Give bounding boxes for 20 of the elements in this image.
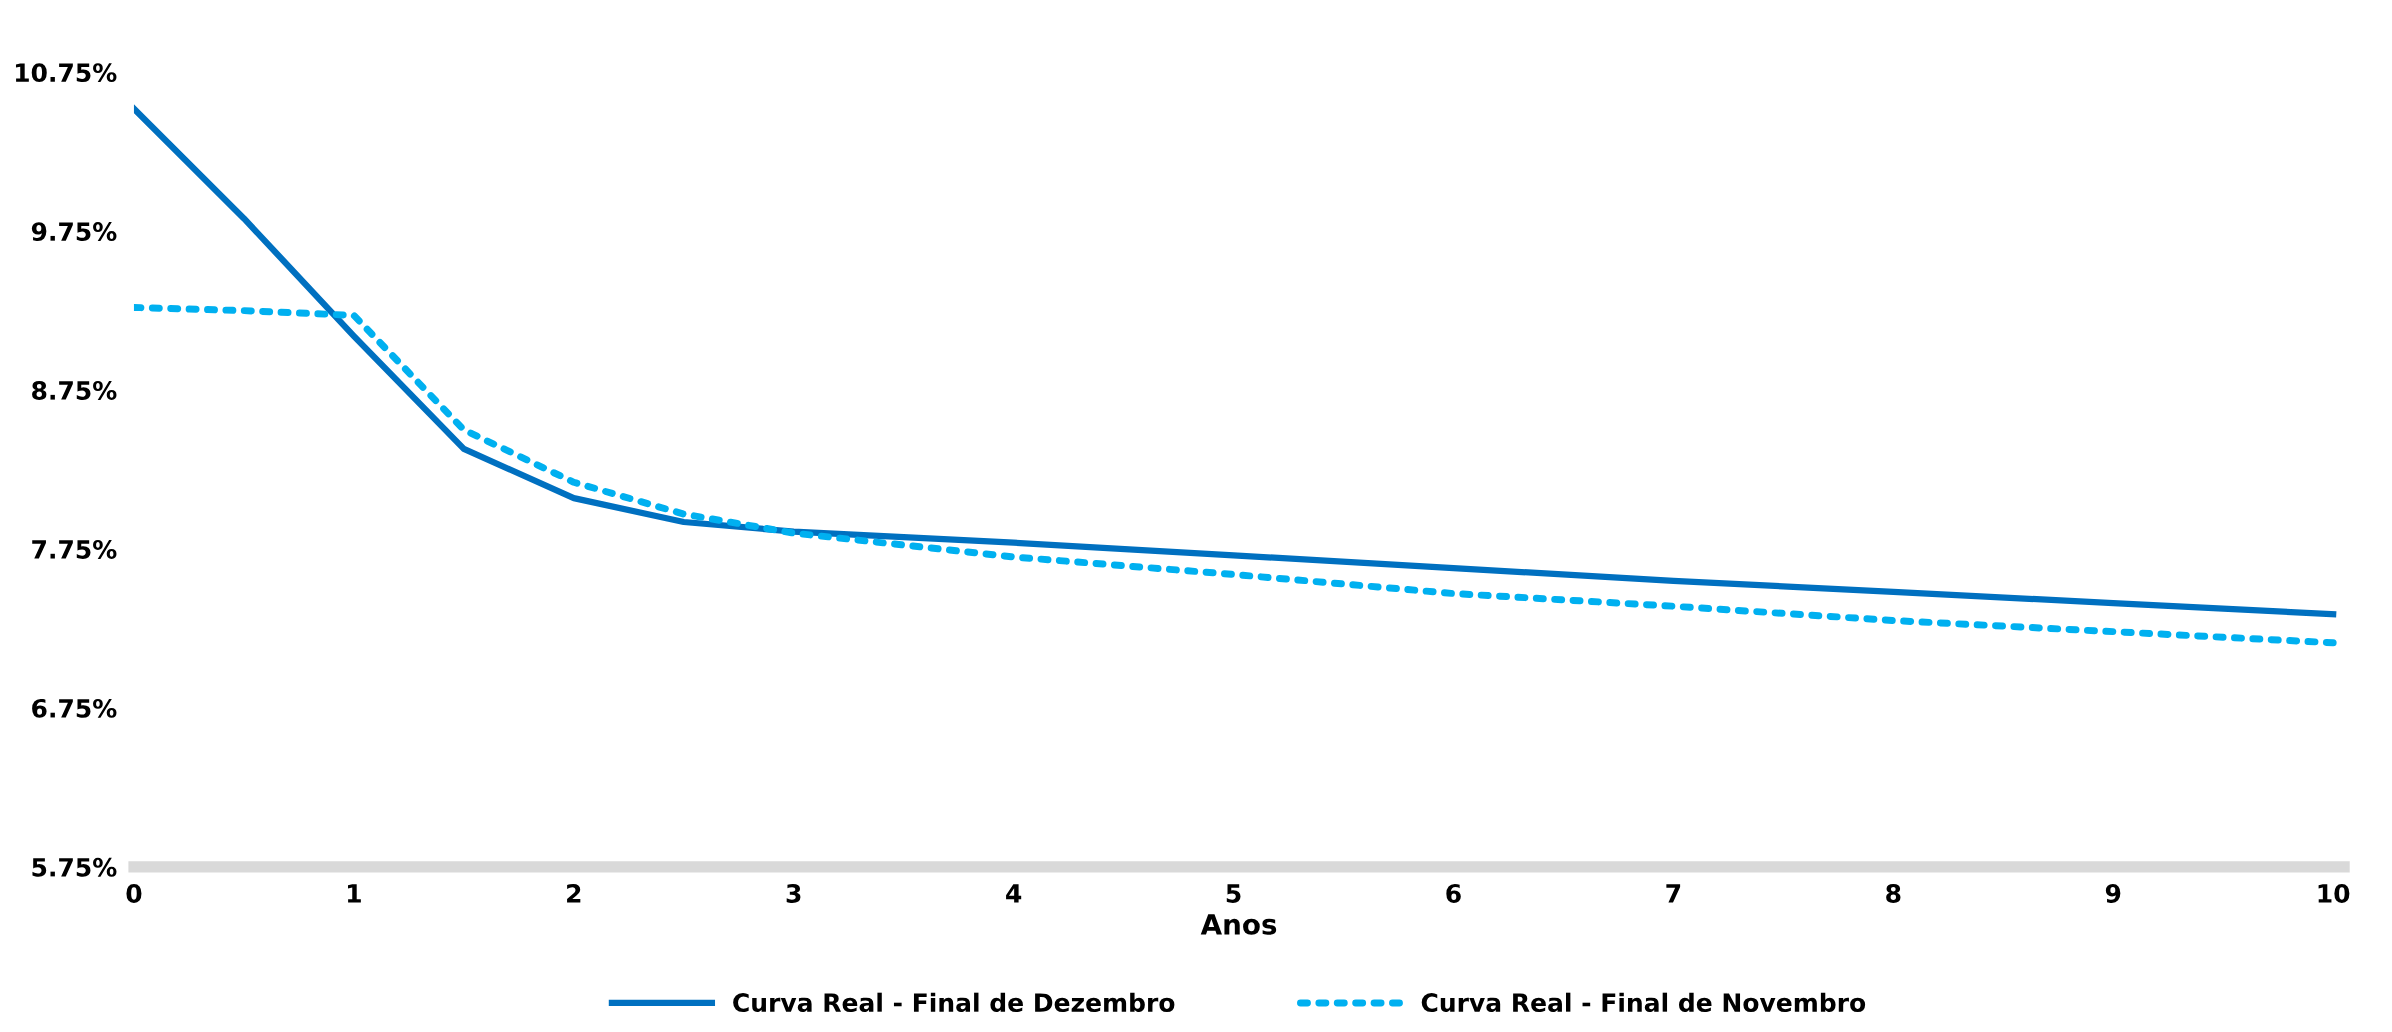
y-tick-label: 10.75% (15, 63, 117, 83)
y-tick-label: 7.75% (32, 539, 117, 559)
x-tick-label: 8 (1886, 883, 1901, 903)
x-tick-label: 10 (2318, 883, 2350, 903)
x-tick-label: 9 (2105, 884, 2121, 903)
x-tick-label: 2 (567, 883, 581, 903)
x-tick-label: 3 (786, 883, 801, 903)
y-tick-label: 6.75% (32, 698, 117, 718)
x-tick-label: 1 (348, 884, 361, 903)
legend-label: Curva Real - Final de Novembro (1421, 992, 1866, 1013)
legend-label: Curva Real - Final de Dezembro (733, 992, 1175, 1013)
y-tick-label: 8.75% (32, 381, 117, 400)
x-tick-label: 0 (126, 883, 142, 903)
y-tick-label: 9.75% (31, 222, 117, 242)
x-tick-label: 5 (1226, 884, 1241, 903)
x-tick-label: 4 (1006, 884, 1022, 903)
y-tick-label: 5.75% (32, 857, 117, 877)
x-tick-label: 6 (1446, 884, 1461, 903)
x-tick-label: 7 (1666, 884, 1681, 903)
x-axis-title: Anos (1200, 914, 1277, 935)
